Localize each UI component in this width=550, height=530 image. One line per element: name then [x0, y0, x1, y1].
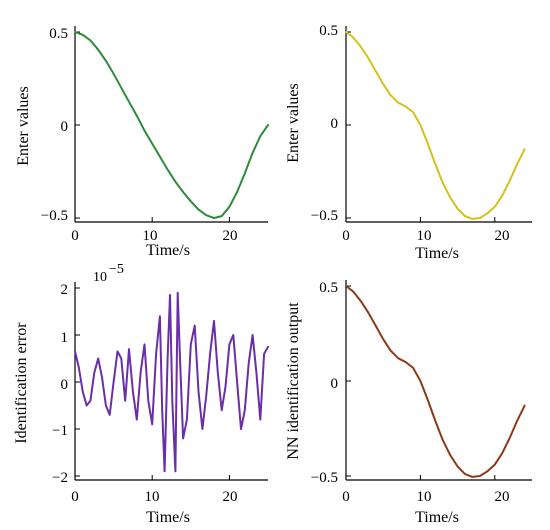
panel-1-xtick-label-1: 10 — [143, 228, 158, 244]
panel-3-exponent-power: −5 — [109, 262, 124, 277]
panel-1-series-line-0 — [74, 31, 269, 219]
panel-2-xlabel: Time/s — [415, 245, 459, 262]
panel-1-ytick-label-1: 0 — [61, 119, 69, 135]
panel-4-xlabel: Time/s — [415, 509, 459, 526]
panel-4-xtick-label-0: 0 — [342, 489, 350, 505]
panel-3-xlabel: Time/s — [146, 509, 190, 526]
panel-4-ylabel: NN identification output — [285, 302, 302, 460]
panel-1-ytick-label-2: 0.5 — [49, 26, 68, 42]
panel-enter-values-left: Enter values −0.5 0 0.5 0 10 20 Time/s — [15, 26, 269, 259]
panel-1-xlabel: Time/s — [146, 242, 190, 259]
panel-3-ytick-label-0: −2 — [52, 470, 68, 486]
panel-2-ytick-label-0: −0.5 — [311, 208, 338, 224]
panel-4-ytick-label-0: −0.5 — [311, 470, 338, 486]
panel-4-xtick-label-1: 10 — [417, 489, 432, 505]
panel-1-ytick-label-0: −0.5 — [41, 208, 68, 224]
panel-3-ytick-label-4: 2 — [61, 282, 69, 298]
panel-3-ytick-label-3: 1 — [61, 330, 69, 346]
panel-2-xtick-label-1: 10 — [417, 228, 432, 244]
panel-2-ytick-label-1: 0 — [331, 116, 339, 132]
panel-3-ytick-label-1: −1 — [52, 423, 68, 439]
panel-1-xtick-label-0: 0 — [71, 228, 79, 244]
panel-4-ytick-label-1: 0 — [331, 376, 339, 392]
panel-identification-error: Identification error 10 −5 −2 −1 0 1 2 0… — [13, 262, 269, 526]
panel-2-xtick-label-2: 20 — [495, 228, 510, 244]
panel-2-ytick-label-2: 0.5 — [319, 23, 338, 39]
panel-1-ylabel: Enter values — [15, 86, 32, 166]
panel-3-xtick-label-0: 0 — [71, 489, 79, 505]
panel-3-exponent-base: 10 — [93, 270, 107, 285]
panel-3-series-line-0 — [74, 291, 269, 473]
panel-4-series-line-0 — [345, 285, 526, 478]
panel-3-ylabel: Identification error — [13, 322, 30, 444]
panel-1-xtick-label-2: 20 — [223, 228, 238, 244]
panel-3-ytick-label-2: 0 — [61, 377, 69, 393]
panel-4-xtick-label-2: 20 — [495, 489, 510, 505]
panel-3-xtick-label-1: 10 — [145, 489, 160, 505]
panel-2-xtick-label-0: 0 — [342, 228, 350, 244]
panel-2-ylabel: Enter values — [285, 83, 302, 163]
panel-3-xtick-label-2: 20 — [223, 489, 238, 505]
panel-2-series-line-0 — [345, 31, 526, 220]
panel-4-ytick-label-2: 0.5 — [319, 280, 338, 296]
panel-enter-values-right: Enter values −0.5 0 0.5 0 10 20 Time/s — [285, 23, 532, 262]
panel-nn-identification-output: NN identification output −0.5 0 0.5 0 10… — [285, 280, 532, 526]
